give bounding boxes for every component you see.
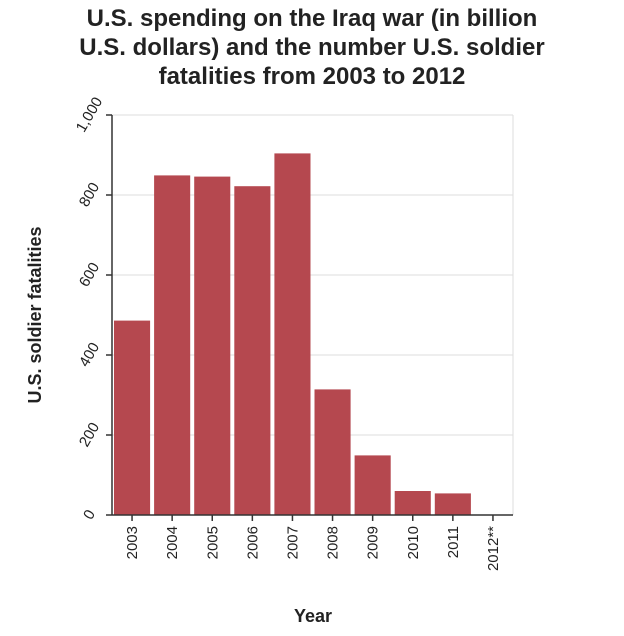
x-tick-label: 2005: [204, 526, 221, 559]
axes: [106, 114, 513, 521]
x-axis-title: Year: [294, 606, 332, 626]
x-tick-label: 2004: [164, 526, 181, 559]
chart-title: U.S. spending on the Iraq war (in billio…: [0, 4, 624, 91]
x-tick-label: 2006: [244, 526, 261, 559]
x-tick-label: 2007: [284, 526, 301, 559]
chart-title-line-3: fatalities from 2003 to 2012: [158, 63, 466, 90]
bar-2007: [274, 153, 311, 515]
x-tick-label: 2008: [325, 526, 342, 559]
y-tick-label: 200: [76, 420, 103, 450]
y-tick-label: 1,000: [73, 94, 106, 135]
y-tick-label: 0: [80, 507, 99, 523]
bar-2005: [194, 176, 231, 515]
bar-2009: [354, 455, 391, 515]
chart-title-line-2: U.S. dollars) and the number U.S. soldie…: [79, 34, 545, 61]
bars: [114, 153, 511, 515]
chart-title-line-1: U.S. spending on the Iraq war (in billio…: [86, 5, 538, 32]
x-tick-label: 2003: [124, 526, 141, 559]
y-tick-label: 800: [76, 180, 103, 210]
x-tick-label: 2011: [445, 526, 462, 558]
y-axis-title: U.S. soldier fatalities: [25, 226, 45, 403]
bar-2010: [394, 491, 431, 515]
y-tick-label: 400: [76, 340, 103, 370]
y-tick-labels: 0 200 400 600 800 1,000: [73, 94, 106, 522]
bar-2011: [434, 493, 471, 515]
bar-2006: [234, 186, 271, 515]
x-tick-label: 2010: [405, 526, 422, 559]
x-tick-labels: 2003 2004 2005 2006 2007 2008 2009 2010 2011 2012…: [124, 526, 502, 571]
x-tick-label: 2012**: [485, 526, 502, 571]
bar-2003: [114, 320, 151, 515]
bar-2008: [314, 389, 351, 515]
bar-2004: [154, 175, 191, 515]
x-tick-label: 2009: [365, 526, 382, 559]
y-tick-label: 600: [76, 260, 103, 290]
